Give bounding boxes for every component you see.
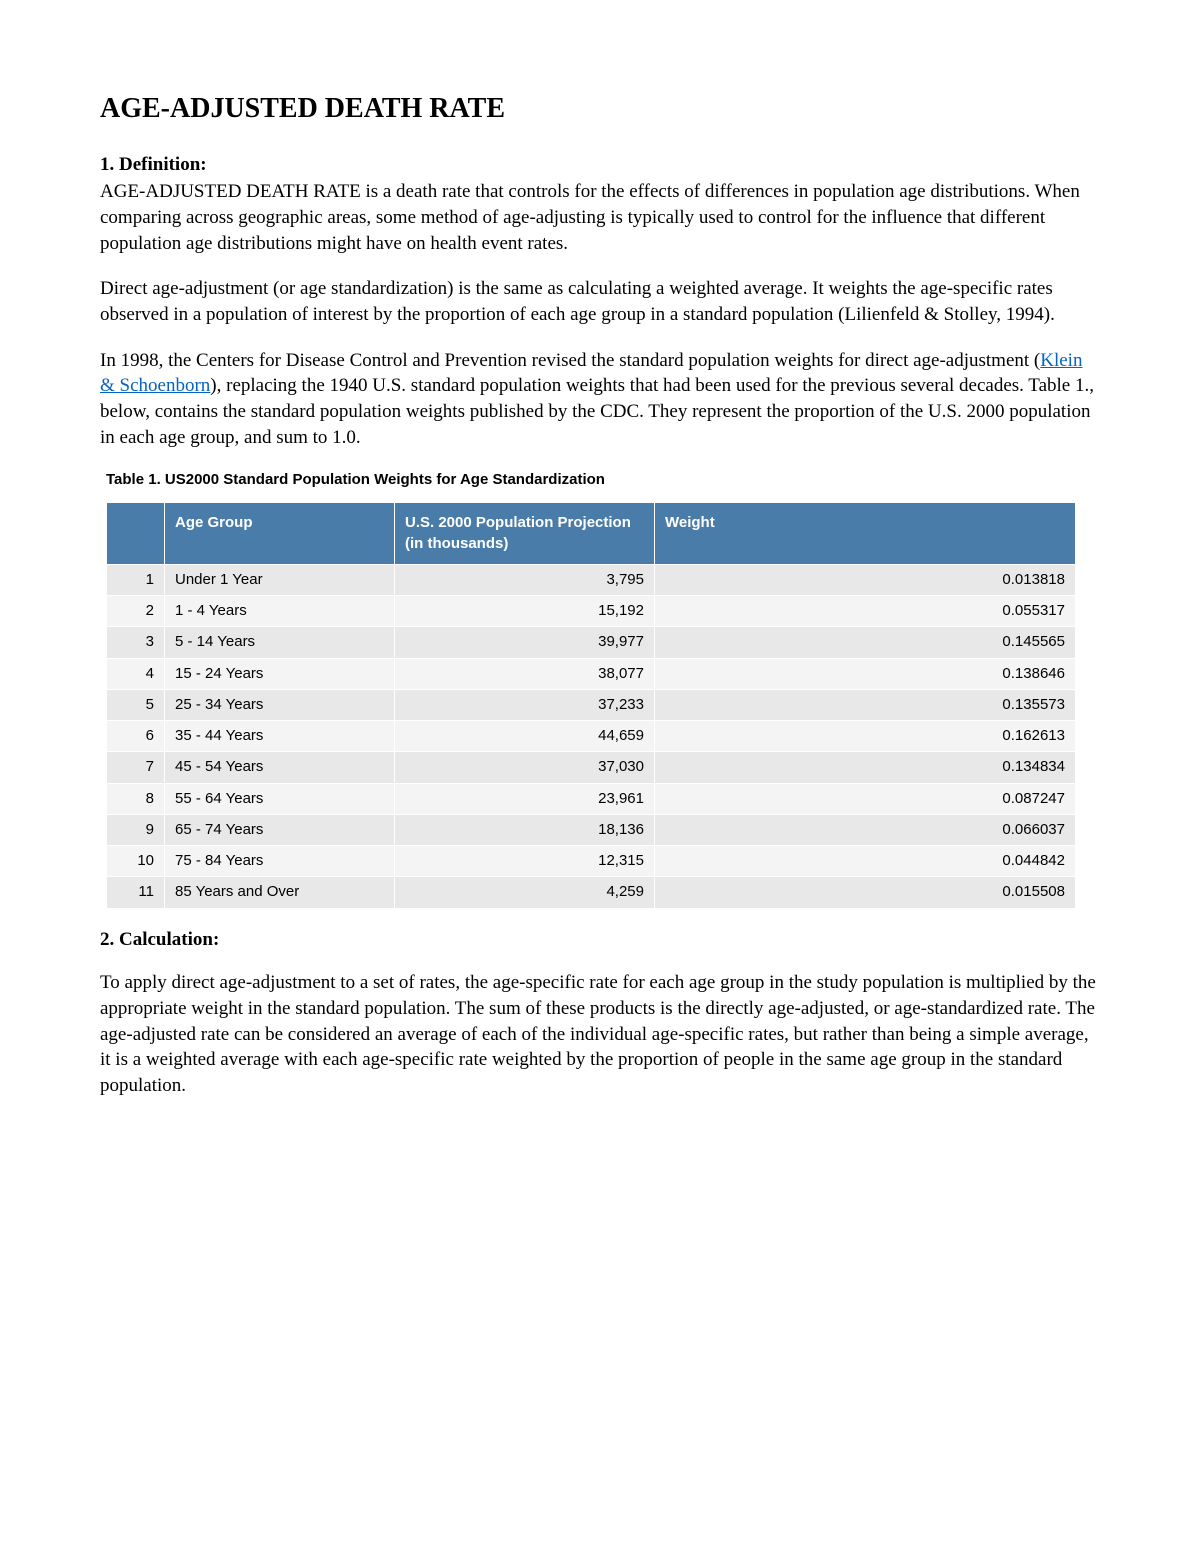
table-cell: 9 <box>107 814 165 845</box>
table-cell: 38,077 <box>395 658 655 689</box>
table-cell: 0.134834 <box>655 752 1076 783</box>
table-row: 1185 Years and Over4,2590.015508 <box>107 877 1076 908</box>
table-cell: 85 Years and Over <box>165 877 395 908</box>
table-row: 745 - 54 Years37,0300.134834 <box>107 752 1076 783</box>
table-cell: 0.013818 <box>655 564 1076 595</box>
table-header-weight: Weight <box>655 503 1076 565</box>
table-cell: 0.044842 <box>655 846 1076 877</box>
table-cell: 45 - 54 Years <box>165 752 395 783</box>
table-cell: 39,977 <box>395 627 655 658</box>
calculation-para-1: To apply direct age-adjustment to a set … <box>100 970 1100 1098</box>
table-header-index <box>107 503 165 565</box>
table-cell: 0.135573 <box>655 689 1076 720</box>
table-cell: 35 - 44 Years <box>165 721 395 752</box>
definition-para-3: In 1998, the Centers for Disease Control… <box>100 348 1100 451</box>
definition-para-1: AGE-ADJUSTED DEATH RATE is a death rate … <box>100 179 1100 256</box>
table-cell: 12,315 <box>395 846 655 877</box>
table-cell: 1 <box>107 564 165 595</box>
table-cell: 75 - 84 Years <box>165 846 395 877</box>
table-cell: 37,030 <box>395 752 655 783</box>
table-cell: 10 <box>107 846 165 877</box>
table-cell: 4,259 <box>395 877 655 908</box>
table-cell: 0.055317 <box>655 596 1076 627</box>
table-cell: 6 <box>107 721 165 752</box>
table-cell: 55 - 64 Years <box>165 783 395 814</box>
table-header-row: Age Group U.S. 2000 Population Projectio… <box>107 503 1076 565</box>
table-cell: 23,961 <box>395 783 655 814</box>
section-definition-heading: 1. Definition: <box>100 152 1100 178</box>
table-cell: 15 - 24 Years <box>165 658 395 689</box>
table-cell: 0.138646 <box>655 658 1076 689</box>
table-cell: 25 - 34 Years <box>165 689 395 720</box>
table-cell: 5 - 14 Years <box>165 627 395 658</box>
table-cell: 5 <box>107 689 165 720</box>
table-cell: 1 - 4 Years <box>165 596 395 627</box>
table-cell: 11 <box>107 877 165 908</box>
table-cell: 3,795 <box>395 564 655 595</box>
table-cell: 2 <box>107 596 165 627</box>
table-row: 965 - 74 Years18,1360.066037 <box>107 814 1076 845</box>
table-cell: 65 - 74 Years <box>165 814 395 845</box>
table-cell: 0.145565 <box>655 627 1076 658</box>
definition-para-3-post: ), replacing the 1940 U.S. standard popu… <box>100 375 1094 447</box>
table-cell: 4 <box>107 658 165 689</box>
table-cell: 7 <box>107 752 165 783</box>
table-row: 525 - 34 Years37,2330.135573 <box>107 689 1076 720</box>
table-cell: 37,233 <box>395 689 655 720</box>
table-cell: Under 1 Year <box>165 564 395 595</box>
definition-para-3-pre: In 1998, the Centers for Disease Control… <box>100 350 1040 371</box>
table-row: 415 - 24 Years38,0770.138646 <box>107 658 1076 689</box>
table-cell: 18,136 <box>395 814 655 845</box>
table-row: 1Under 1 Year3,7950.013818 <box>107 564 1076 595</box>
population-weights-table: Age Group U.S. 2000 Population Projectio… <box>106 502 1076 908</box>
page-title: AGE-ADJUSTED DEATH RATE <box>100 90 1100 128</box>
table-cell: 3 <box>107 627 165 658</box>
table-title: Table 1. US2000 Standard Population Weig… <box>106 470 1100 490</box>
table-header-age-group: Age Group <box>165 503 395 565</box>
table-row: 855 - 64 Years23,9610.087247 <box>107 783 1076 814</box>
table-cell: 15,192 <box>395 596 655 627</box>
section-calculation-heading: 2. Calculation: <box>100 927 1100 953</box>
table-header-population: U.S. 2000 Population Projection(in thous… <box>395 503 655 565</box>
table-row: 35 - 14 Years39,9770.145565 <box>107 627 1076 658</box>
table-row: 21 - 4 Years15,1920.055317 <box>107 596 1076 627</box>
table-cell: 8 <box>107 783 165 814</box>
table-cell: 0.066037 <box>655 814 1076 845</box>
definition-para-2: Direct age-adjustment (or age standardiz… <box>100 276 1100 327</box>
table-cell: 44,659 <box>395 721 655 752</box>
table-row: 1075 - 84 Years12,3150.044842 <box>107 846 1076 877</box>
table-cell: 0.162613 <box>655 721 1076 752</box>
table-cell: 0.087247 <box>655 783 1076 814</box>
table-row: 635 - 44 Years44,6590.162613 <box>107 721 1076 752</box>
table-cell: 0.015508 <box>655 877 1076 908</box>
